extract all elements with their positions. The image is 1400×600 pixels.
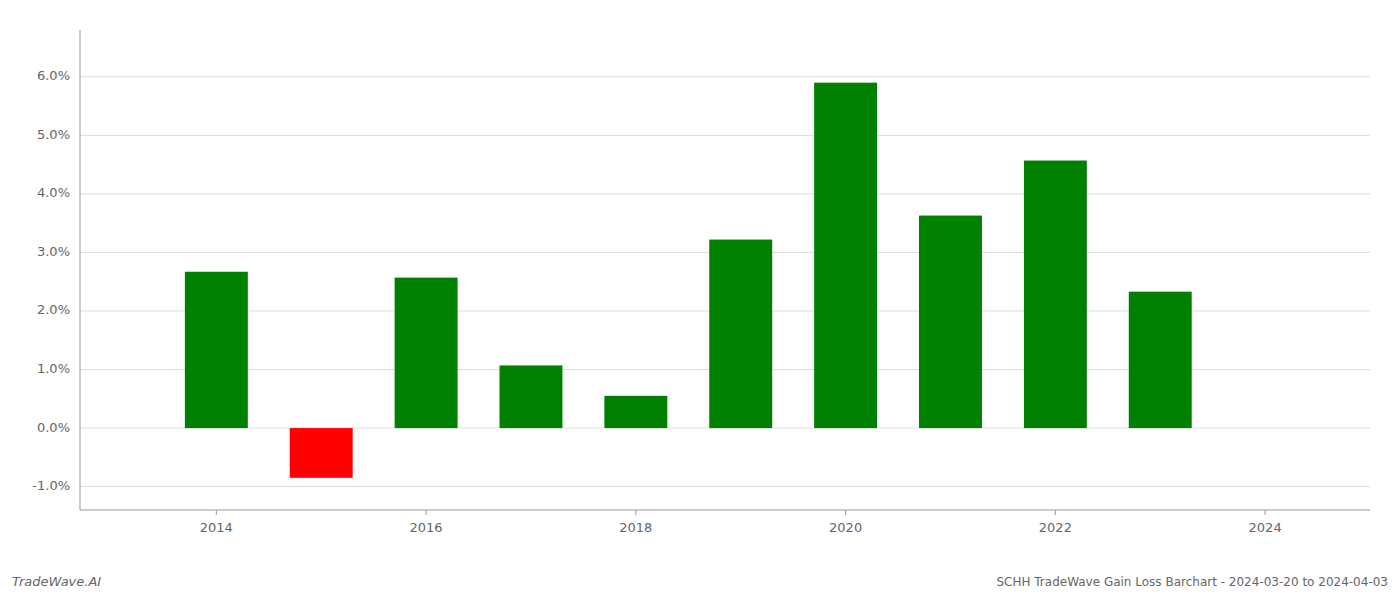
title: SCHH TradeWave Gain Loss Barchart - 2024… [996,575,1388,589]
x-tick-label: 2024 [1249,520,1282,535]
y-axis-line [80,30,81,510]
y-grid [80,77,1370,487]
y-tick-label: -1.0% [32,478,70,493]
bar [604,396,667,428]
bar [709,240,772,428]
x-tick-label: 2022 [1039,520,1072,535]
x-axis-line [80,509,1370,510]
grid-line [80,486,1370,487]
watermark: TradeWave.AI [12,574,101,589]
x-tick-label: 2016 [410,520,443,535]
x-tick [845,510,846,515]
y-tick-labels: -1.0% 0.0% 1.0% 2.0% 3.0% 4.0% 5.0% 6.0% [32,68,70,493]
x-tick [1265,510,1266,515]
grid-line [80,193,1370,194]
grid-line [80,135,1370,136]
y-tick-label: 6.0% [37,68,70,83]
grid-line [80,76,1370,77]
bar [1024,161,1087,429]
bar [814,83,877,428]
bar [395,278,458,428]
x-tick-label: 2014 [200,520,233,535]
y-tick-label: 0.0% [37,420,70,435]
y-tick-label: 5.0% [37,127,70,142]
x-tick [426,510,427,515]
bar [1129,292,1192,428]
y-tick-label: 1.0% [37,361,70,376]
x-tick [635,510,636,515]
x-tick [216,510,217,515]
x-tick [1055,510,1056,515]
y-tick-label: 3.0% [37,244,70,259]
bar [185,272,248,428]
y-tick-label: 4.0% [37,185,70,200]
y-tick-label: 2.0% [37,302,70,317]
chart: -1.0%0.0%1.0%2.0%3.0%4.0%5.0%6.0%2014201… [0,0,1400,600]
bars [185,83,1192,478]
x-ticks: 2014 2016 2018 2020 2022 2024 [200,510,1282,535]
bar [919,216,982,428]
x-tick-label: 2018 [619,520,652,535]
x-tick-label: 2020 [829,520,862,535]
bar [290,428,353,478]
bar [500,365,563,428]
